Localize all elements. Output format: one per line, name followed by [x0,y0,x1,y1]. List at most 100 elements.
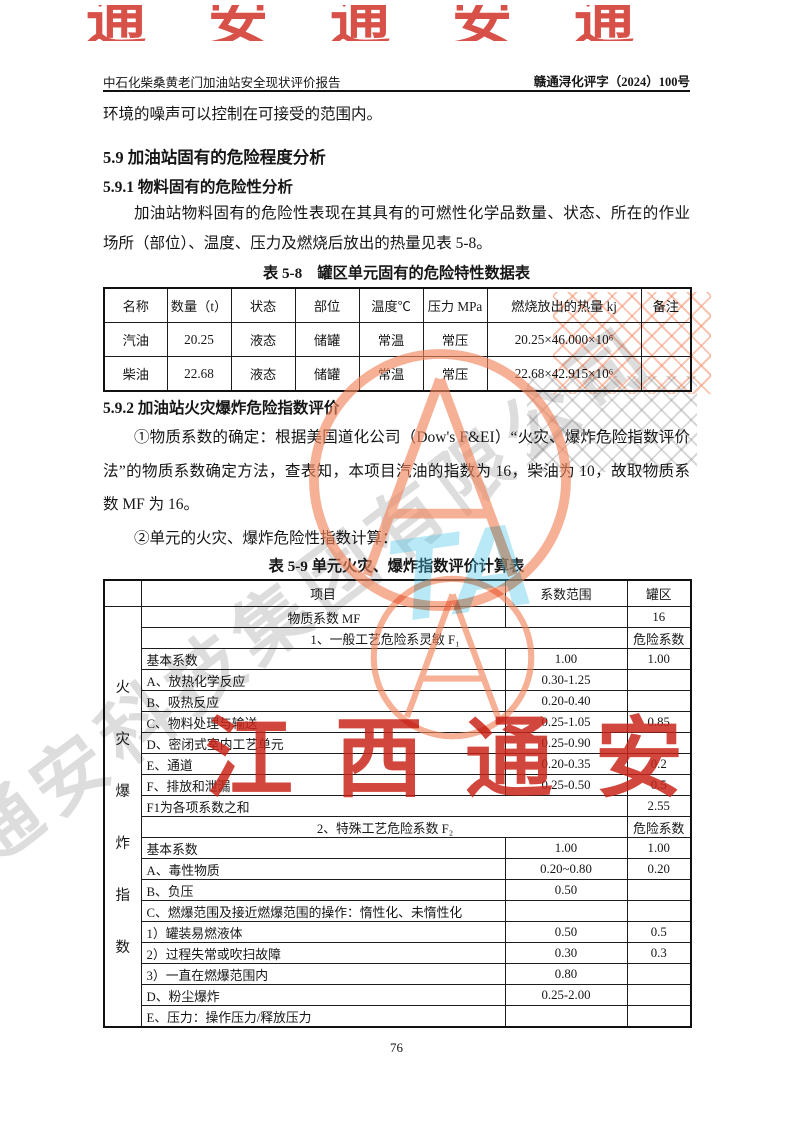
table-cell [626,984,692,1006]
table-5-8-caption: 表 5-8 罐区单元固有的危险特性数据表 [262,265,531,282]
header-report-title: 中石化柴桑黄老门加油站安全现状评价报告 [103,76,341,90]
table-row: C、物料处理与输送 0.25-1.05 0.85 [104,711,692,733]
table-cell: 0.20~0.80 [504,858,628,880]
table-cell: 0.5 [626,921,692,943]
table-5-9-header-row: 项目 系数范围 罐区 [103,579,692,607]
column-header: 状态 [230,287,296,323]
table-cell [626,900,692,922]
table-row: 火灾爆炸指数物质系数 MF 16 [103,606,692,1028]
table-cell: 2、特殊工艺危险系数 F₂ [140,816,628,838]
table-5-8-header-row: 名称 数量（t） 状态 部位 温度℃ 压力 MPa 燃烧放出的热量 kj 备注 [103,287,692,323]
column-header: 名称 [103,287,168,323]
table-row: F、排放和泄漏 0.25-0.50 0.5 [104,774,692,796]
table-cell: C、物料处理与输送 [140,711,506,733]
table-cell: 0.25-0.50 [504,774,628,796]
table-cell [504,1005,628,1028]
table-cell: 2.55 [626,795,692,817]
table-cell: C、燃爆范围及接近燃爆范围的操作：惰性化、未惰性化 [140,900,506,922]
table-cell: 液态 [230,322,296,357]
table-cell: E、通道 [140,753,506,775]
table-row: E、通道 0.20-0.35 0.2 [104,753,692,775]
table-row: B、吸热反应 0.20-0.40 [104,690,692,712]
table-row: 2）过程失常或吹扫故障 0.30 0.3 [104,942,692,964]
table-cell: 1.00 [626,648,692,670]
table-row: 1）罐装易燃液体 0.50 0.5 [104,921,692,943]
side-label-char: 炸 [115,836,131,852]
table-cell: 1）罐装易燃液体 [140,921,506,943]
side-header-cell [103,579,142,607]
paragraph-5-9-1: 加油站物料固有的危险性表现在其具有的可燃性化学品数量、状态、所在的作业场所（部位… [103,205,690,252]
table-row: F1为各项系数之和 2.55 [104,795,692,817]
table-cell: A、放热化学反应 [140,669,506,691]
table-cell: 储罐 [294,322,360,357]
table-cell: 1.00 [504,648,628,670]
table-cell: 20.25 [166,322,232,357]
paragraph-5-9-2-item1: ①物质系数的确定：根据美国道化公司（Dow's F&EI）“火灾、爆炸危险指数评… [103,429,690,513]
table-cell: 22.68 [166,356,232,392]
table-cell: 3）一直在燃爆范围内 [140,963,506,985]
table-cell: 储罐 [294,356,360,392]
table-cell: 1、一般工艺危险系灵敏 F₁ [140,627,628,649]
header-document-number: 赣通浔化评字（2024）100号 [533,75,690,89]
section-heading-5-9-1: 5.9.1 物料固有的危险性分析 [103,179,293,196]
table-row: 3）一直在燃爆范围内 0.80 [104,963,692,985]
table-row: 柴油 22.68 液态 储罐 常温 常压 22.68×42.915×10⁶ [103,356,692,392]
table-row: A、毒性物质 0.20~0.80 0.20 [104,858,692,880]
table-cell: 0.30-1.25 [504,669,628,691]
table-cell: 1.00 [626,837,692,859]
table-cell: 0.5 [626,774,692,796]
table-cell: 常温 [358,322,424,357]
table-row: E、压力：操作压力/释放压力 [104,1005,692,1028]
table-5-8: 名称 数量（t） 状态 部位 温度℃ 压力 MPa 燃烧放出的热量 kj 备注 汽油 20.25 液… [103,287,692,392]
table-cell [626,669,692,691]
table-cell: B、吸热反应 [140,690,506,712]
table-cell: 20.25×46.000×10⁶ [486,322,642,357]
page-number: 76 [390,1040,403,1055]
side-label-char: 指 [115,888,131,904]
table-cell [626,690,692,712]
column-header: 压力 MPa [422,287,488,323]
side-label-char: 灾 [115,732,131,748]
table-cell: 0.85 [626,711,692,733]
table-cell: 0.25-1.05 [504,711,628,733]
table-cell: D、密闭式室内工艺单元 [140,732,506,754]
table-cell: 汽油 [103,322,168,357]
side-label: 火灾爆炸指数 [105,607,140,1026]
table-cell [504,900,628,922]
table-row: D、密闭式室内工艺单元 0.25-0.90 [104,732,692,754]
column-header: 系数范围 [504,579,628,607]
table-cell: 物质系数 MF [140,606,506,628]
table-cell: 2）过程失常或吹扫故障 [140,942,506,964]
table-row: 汽油 20.25 液态 储罐 常温 常压 20.25×46.000×10⁶ [103,322,692,357]
column-header: 部位 [294,287,360,323]
column-header: 温度℃ [358,287,424,323]
table-cell: 0.20-0.40 [504,690,628,712]
table-row: 基本系数 1.00 1.00 [104,837,692,859]
table-cell: F、排放和泄漏 [140,774,506,796]
table-cell [626,732,692,754]
side-label-char: 火 [115,680,131,696]
table-cell: 0.20 [626,858,692,880]
table-cell: 0.50 [504,921,628,943]
table-cell: 基本系数 [140,837,506,859]
table-row: C、燃爆范围及接近燃爆范围的操作：惰性化、未惰性化 [104,900,692,922]
table-cell: 22.68×42.915×10⁶ [486,356,642,392]
table-row: 基本系数 1.00 1.00 [104,648,692,670]
table-cell: 常压 [422,322,488,357]
table-cell: 1.00 [504,837,628,859]
side-label-char: 爆 [115,784,131,800]
table-cell [640,322,692,357]
table-cell: 液态 [230,356,296,392]
table-row: 1、一般工艺危险系灵敏 F₁ 危险系数 [104,627,692,649]
table-cell: F1为各项系数之和 [140,795,628,817]
table-cell: B、负压 [140,879,506,901]
side-label-cell: 火灾爆炸指数 [103,606,142,1028]
column-header: 备注 [640,287,692,323]
section-heading-5-9: 5.9 加油站固有的危险程度分析 [103,148,326,167]
table-cell: 0.25-2.00 [504,984,628,1006]
section-heading-5-9-2: 5.9.2 加油站火灾爆炸危险指数评价 [103,400,340,417]
column-header: 项目 [140,579,506,607]
table-cell: 0.3 [626,942,692,964]
table-cell: 常压 [422,356,488,392]
table-5-9-caption: 表 5-9 单元火灾、爆炸指数评价计算表 [268,558,525,575]
